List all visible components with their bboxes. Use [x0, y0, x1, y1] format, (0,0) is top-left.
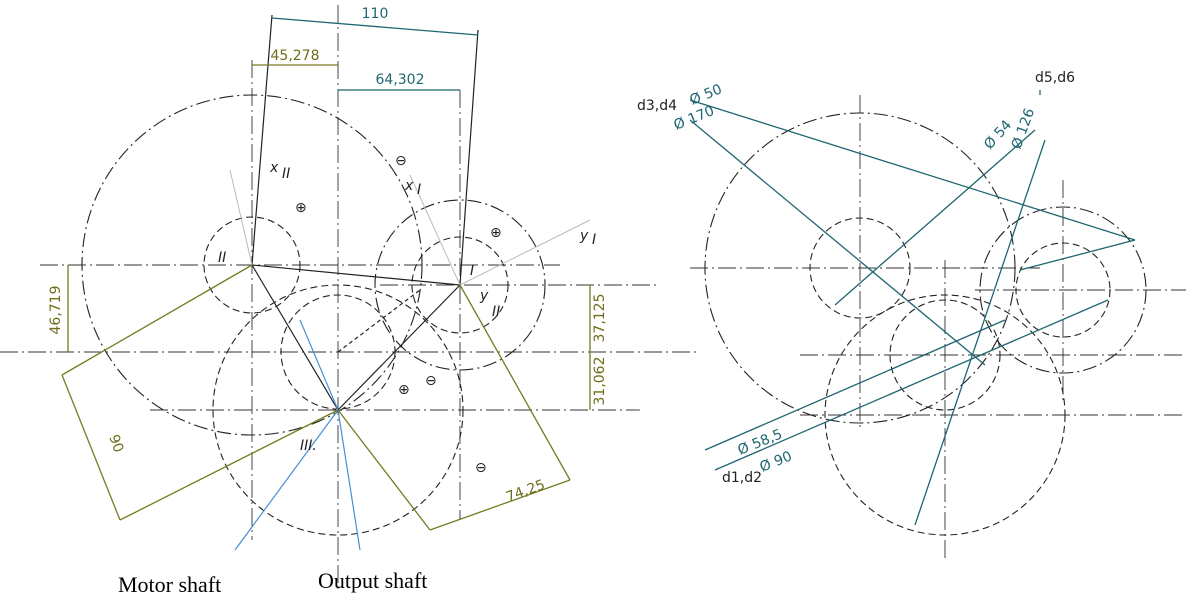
dimension: 45,278	[271, 48, 320, 64]
dimension: 64,302	[376, 72, 425, 88]
drawing: 110 45,278 64,302 46,719 37,125 31,062 9…	[0, 0, 1186, 605]
axis-label: II	[282, 166, 290, 182]
left-lines	[230, 15, 590, 550]
sign: ⊖	[475, 460, 487, 476]
caption: Output shaft	[318, 568, 427, 593]
right-leaders	[690, 90, 1135, 525]
right-axes	[690, 95, 1186, 560]
sign: ⊕	[490, 225, 502, 241]
shaft-label: II	[218, 250, 226, 266]
right-labels: d3,d4 Ø 50 Ø 170 Ø 54 Ø 126 d5,d6 Ø 58,5…	[637, 70, 1075, 486]
axis-label: y	[479, 288, 489, 304]
dimension: 74,25	[504, 477, 547, 506]
sign: ⊖	[425, 373, 437, 389]
axis-label: y	[579, 228, 589, 244]
dimension: 37,125	[592, 294, 608, 343]
axis-label: x	[269, 160, 279, 176]
label: Ø 90	[758, 448, 795, 475]
axis-label: I	[592, 232, 596, 248]
sign: ⊖	[395, 153, 407, 169]
dimension: 110	[362, 6, 389, 22]
label: d5,d6	[1035, 70, 1075, 86]
sign: ⊕	[398, 382, 410, 398]
left-dimension-texts: 110 45,278 64,302 46,719 37,125 31,062 9…	[48, 6, 608, 506]
label: d1,d2	[722, 470, 762, 486]
axis-label: II	[492, 304, 500, 320]
left-dimension-lines	[62, 18, 590, 530]
axis-label: I	[417, 182, 421, 198]
axis-label: x	[404, 178, 414, 194]
caption: Motor shaft	[118, 572, 221, 597]
dimension: 90	[105, 433, 126, 455]
dimension: 31,062	[592, 357, 608, 406]
shaft-label: I	[470, 263, 474, 279]
sign: ⊕	[295, 200, 307, 216]
dimension: 46,719	[48, 286, 64, 335]
label: d3,d4	[637, 98, 677, 114]
shaft-label: III.	[300, 438, 317, 454]
